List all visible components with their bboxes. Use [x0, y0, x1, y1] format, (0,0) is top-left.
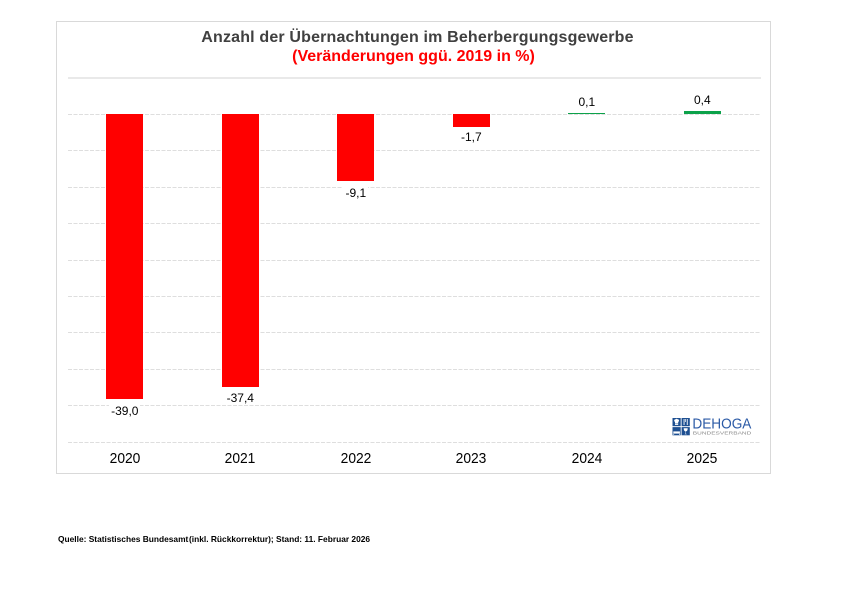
svg-text:DEHOGA: DEHOGA — [692, 417, 752, 433]
svg-text:BUNDESVERBAND: BUNDESVERBAND — [693, 431, 752, 436]
